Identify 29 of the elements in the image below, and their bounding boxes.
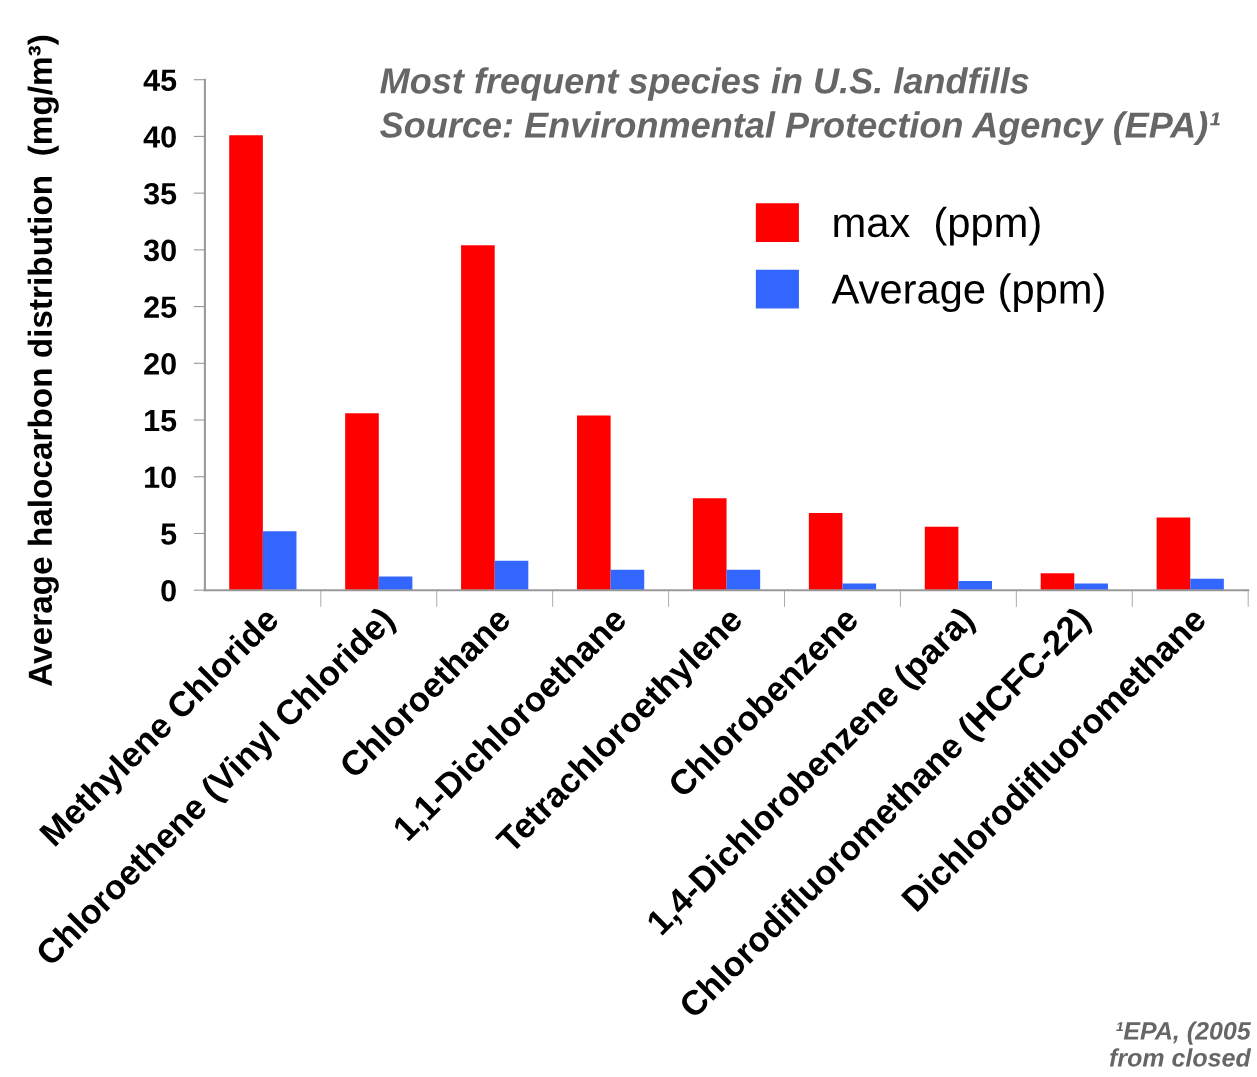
y-tick-label: 35 (143, 182, 177, 205)
bar (577, 415, 611, 591)
y-tick-label: 20 (144, 353, 176, 375)
legend-label: Average (ppm) (831, 273, 1104, 313)
y-tick-label: 10 (145, 466, 176, 489)
text: Source: Environmental Protection Agency (EPA)¹ (380, 111, 1220, 145)
y-axis-title: Average halocarbon distribution (mg/m³) (27, 35, 59, 686)
bar (692, 498, 727, 591)
y-tick-label: 45 (143, 69, 177, 92)
bar (262, 531, 297, 591)
bar (461, 245, 495, 591)
y-tick-label: 5 (161, 523, 177, 545)
bar (229, 135, 263, 591)
bar (808, 513, 843, 591)
bar (1156, 517, 1191, 591)
chart-title: Most frequent species in U.S. landfills (380, 67, 1029, 101)
bar (924, 526, 959, 591)
y-tick-label: 0 (161, 579, 176, 602)
bar (494, 560, 529, 591)
y-tick-label: 25 (144, 296, 177, 318)
y-tick-label: 30 (143, 239, 176, 262)
y-tick-label: 15 (145, 410, 177, 432)
bar (726, 569, 761, 591)
y-tick-label: 40 (143, 126, 176, 148)
legend-label: max (ppm) (834, 206, 1040, 246)
bar (610, 569, 645, 591)
bar (345, 413, 379, 591)
text: ¹EPA, (2005 from closed (1109, 1021, 1252, 1067)
bar (1040, 573, 1075, 591)
